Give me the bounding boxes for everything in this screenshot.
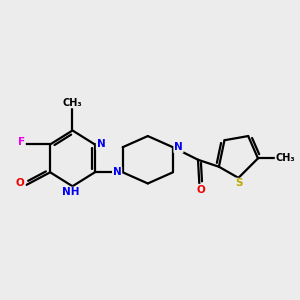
Text: F: F: [18, 137, 25, 147]
Text: N: N: [113, 167, 122, 177]
Text: CH₃: CH₃: [63, 98, 82, 108]
Text: N: N: [97, 140, 105, 149]
Text: NH: NH: [62, 188, 80, 197]
Text: S: S: [235, 178, 243, 188]
Text: N: N: [174, 142, 183, 152]
Text: O: O: [196, 184, 205, 195]
Text: CH₃: CH₃: [275, 153, 295, 164]
Text: O: O: [16, 178, 25, 188]
